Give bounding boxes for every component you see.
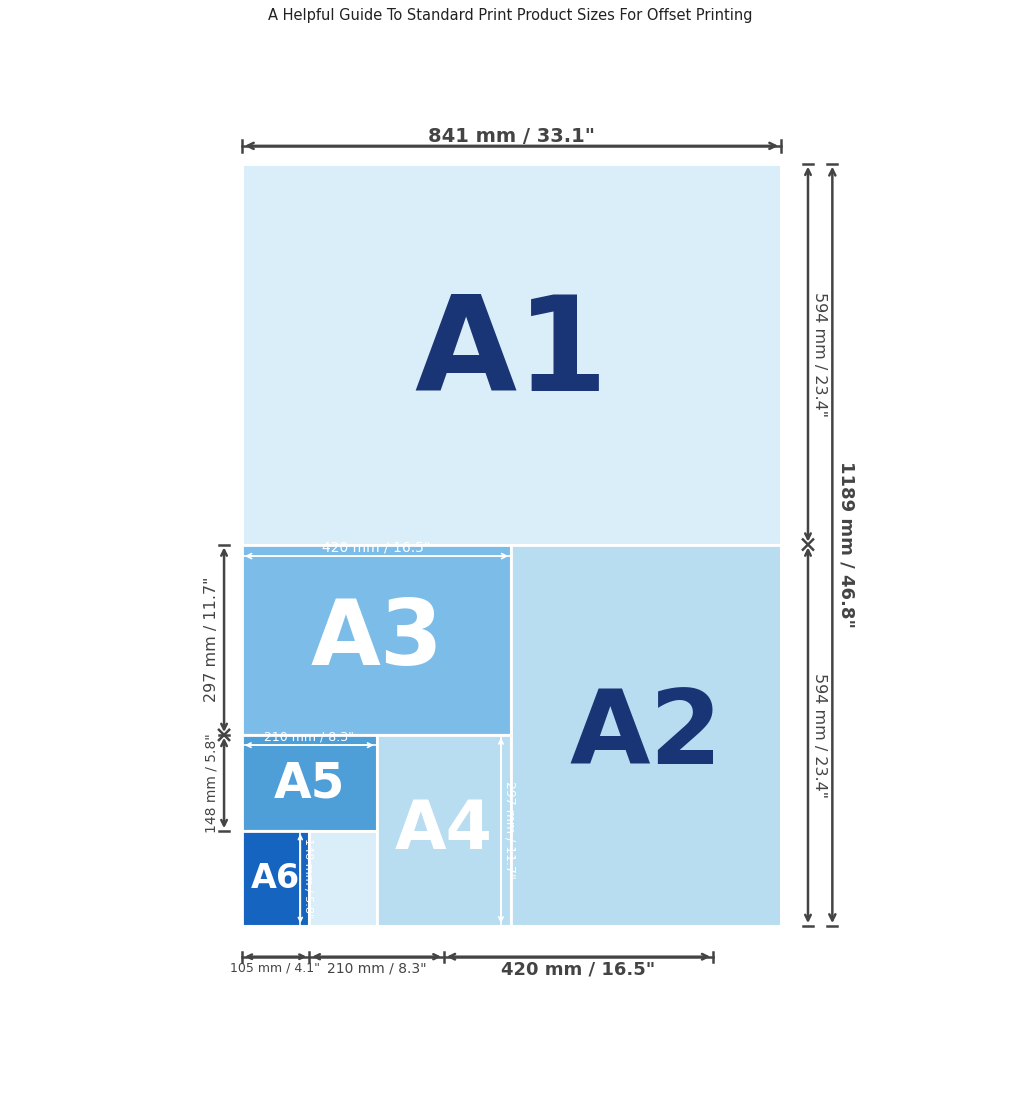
- Text: 297 mm / 11.7": 297 mm / 11.7": [503, 782, 516, 879]
- Bar: [242, 735, 376, 831]
- Bar: [376, 735, 511, 926]
- Text: 420 mm / 16.5": 420 mm / 16.5": [501, 961, 655, 978]
- Text: A4: A4: [394, 797, 492, 863]
- Text: 594 mm / 23.4": 594 mm / 23.4": [811, 673, 826, 798]
- Text: A2: A2: [569, 685, 721, 786]
- Text: 1189 mm / 46.8": 1189 mm / 46.8": [837, 461, 855, 628]
- Bar: [242, 831, 309, 926]
- Bar: [242, 545, 511, 735]
- Text: 210 mm / 8.3": 210 mm / 8.3": [326, 961, 426, 975]
- Bar: [511, 545, 781, 926]
- Bar: [242, 164, 781, 926]
- Text: A6: A6: [251, 862, 300, 895]
- Text: 105 mm / 4.1": 105 mm / 4.1": [230, 962, 320, 975]
- Bar: [242, 164, 781, 926]
- Text: 148 mm / 5.8": 148 mm / 5.8": [204, 733, 218, 833]
- Text: A3: A3: [310, 596, 442, 684]
- Text: 297 mm / 11.7": 297 mm / 11.7": [204, 578, 218, 703]
- Text: A1: A1: [414, 291, 608, 417]
- Text: 841 mm / 33.1": 841 mm / 33.1": [428, 126, 594, 146]
- Text: 148 mm / 5.8": 148 mm / 5.8": [303, 839, 313, 919]
- Text: 594 mm / 23.4": 594 mm / 23.4": [811, 292, 826, 416]
- Text: A5: A5: [273, 759, 344, 807]
- Text: 210 mm / 8.3": 210 mm / 8.3": [264, 731, 354, 744]
- Text: A Helpful Guide To Standard Print Product Sizes For Offset Printing: A Helpful Guide To Standard Print Produc…: [267, 8, 752, 23]
- Text: 420 mm / 16.5": 420 mm / 16.5": [322, 540, 430, 554]
